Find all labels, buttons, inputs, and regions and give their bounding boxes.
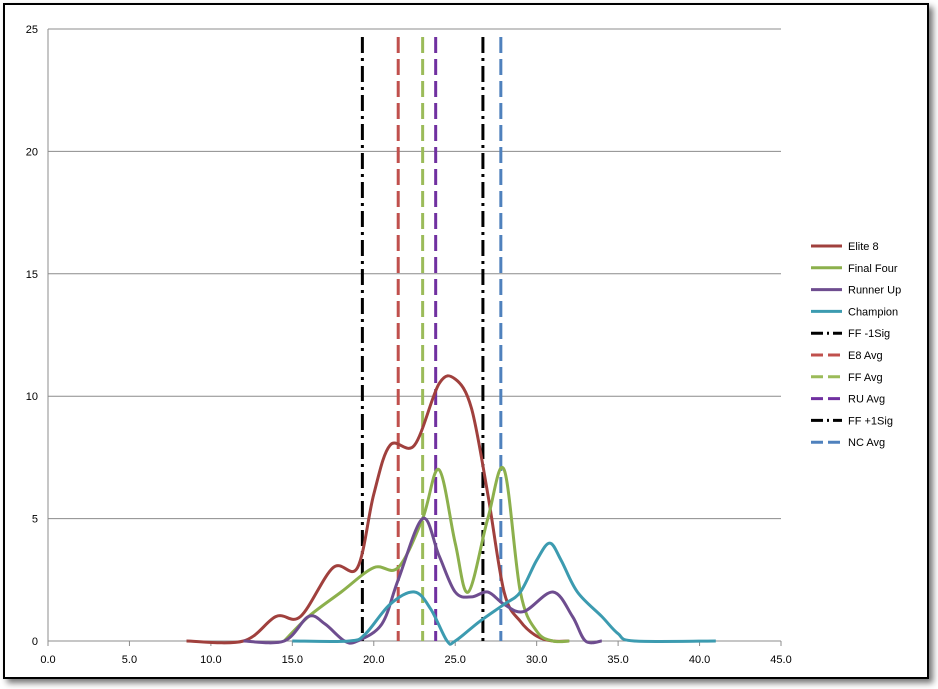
legend-label-nc-avg: NC Avg: [848, 437, 885, 449]
legend: Elite 8 Final Four Runner Up Champion FF -1S…: [811, 241, 901, 449]
chart-frame: [3, 3, 929, 679]
y-tick-label: 15: [26, 269, 38, 281]
series-line-elite-8: [186, 374, 570, 645]
axes: [47, 29, 782, 646]
legend-label-ff-avg: FF Avg: [848, 372, 883, 384]
legend-label-final-four: Final Four: [848, 263, 898, 275]
x-tick-label: 25.0: [445, 654, 466, 666]
y-tick-label: 5: [32, 514, 38, 526]
x-tick-label: 35.0: [607, 654, 628, 666]
x-tick-label: 20.0: [363, 654, 384, 666]
y-tick-labels: 0 5 10 15 20 25: [26, 24, 38, 648]
y-tick-label: 20: [26, 146, 38, 158]
legend-label-champion: Champion: [848, 306, 898, 318]
legend-label-ff-1sig: FF -1Sig: [848, 328, 890, 340]
x-tick-label: 0.0: [40, 654, 55, 666]
x-tick-label: 40.0: [689, 654, 710, 666]
x-tick-label: 5.0: [122, 654, 137, 666]
series-line-champion: [292, 541, 716, 646]
x-tick-label: 15.0: [282, 654, 303, 666]
y-tick-label: 10: [26, 391, 38, 403]
x-tick-label: 10.0: [200, 654, 221, 666]
legend-label-ru-avg: RU Avg: [848, 394, 885, 406]
legend-label-runner-up: Runner Up: [848, 285, 901, 297]
legend-label-e8-avg: E8 Avg: [848, 350, 883, 362]
legend-label-elite-8: Elite 8: [848, 241, 879, 253]
x-tick-label: 45.0: [770, 654, 791, 666]
series-line-final-four: [283, 465, 570, 644]
series-line-runner-up: [243, 516, 602, 645]
y-tick-label: 0: [32, 636, 38, 648]
legend-label-ff-1sig: FF +1Sig: [848, 415, 893, 427]
x-tick-labels: 0.0 5.0 10.0 15.0 20.0 25.0 30.0 35.0 40.0 45.0: [40, 654, 791, 666]
series-curves: [186, 374, 716, 646]
vertical-reference-lines: [360, 37, 503, 641]
x-tick-label: 30.0: [526, 654, 547, 666]
grid-lines: [48, 28, 781, 520]
y-tick-label: 25: [26, 24, 38, 36]
